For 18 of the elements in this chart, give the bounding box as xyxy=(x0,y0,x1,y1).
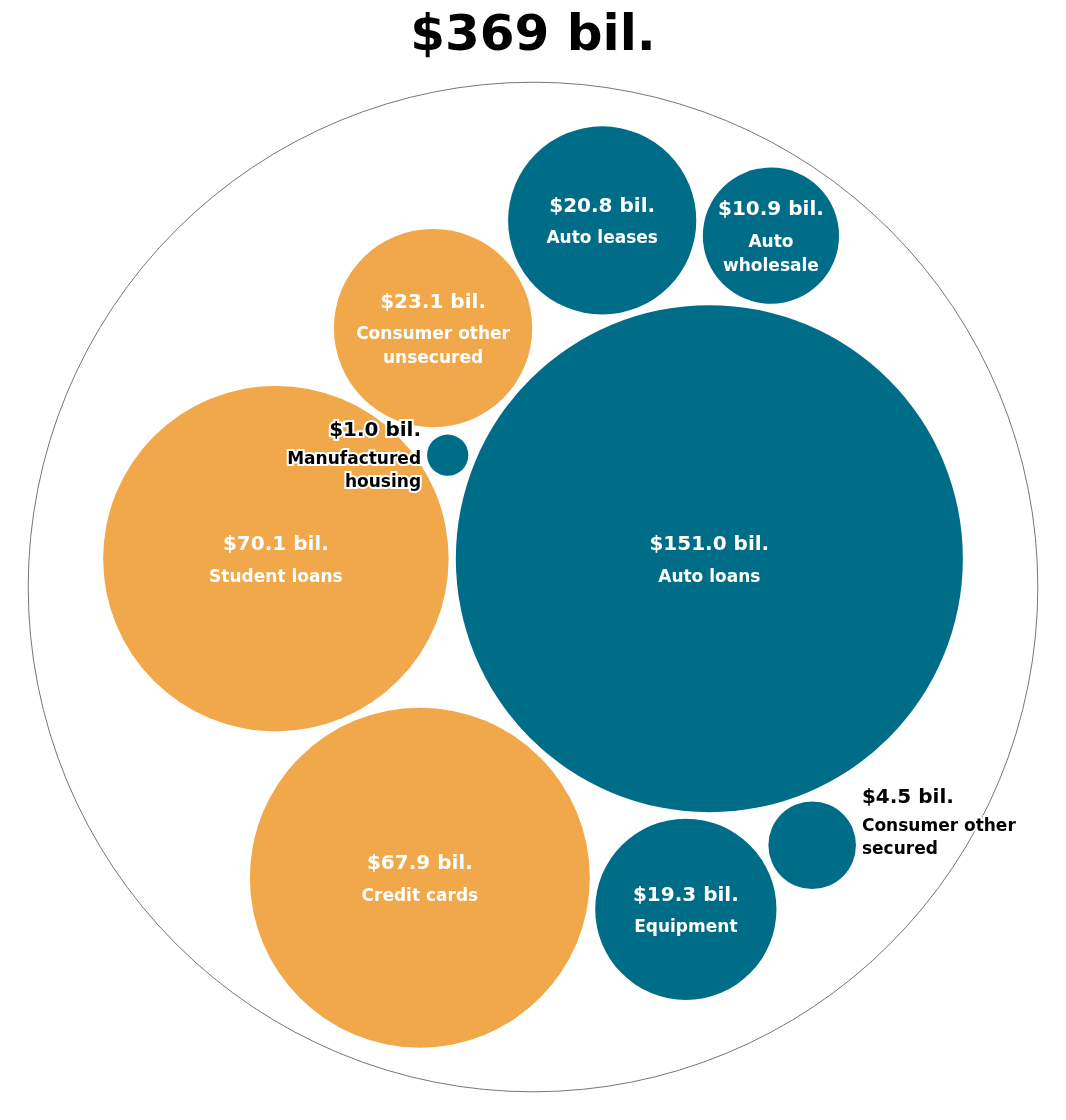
category-label: Auto leases xyxy=(546,227,658,248)
text: $369 bil. xyxy=(409,4,657,62)
category-label: Equipment xyxy=(634,916,738,937)
category-label: Credit cards xyxy=(361,884,479,905)
category-label: Manufactured housing xyxy=(287,447,422,491)
category-label: Auto wholesale xyxy=(723,230,819,275)
data-label: $19.3 bil. xyxy=(632,881,739,906)
category-label: Student loans xyxy=(209,565,343,586)
data-label: $10.9 bil. xyxy=(718,196,824,221)
category-label: Consumer other secured xyxy=(861,814,1017,858)
data-label: $67.9 bil. xyxy=(366,850,473,875)
category-label: Consumer other unsecured xyxy=(356,323,511,368)
data-label: $151.0 bil. xyxy=(649,531,770,556)
data-label: $4.5 bil. xyxy=(861,784,954,809)
data-label: $70.1 bil. xyxy=(222,531,329,556)
data-label: $23.1 bil. xyxy=(380,288,486,313)
data-label: $20.8 bil. xyxy=(549,192,656,217)
category-label: Auto loans xyxy=(658,565,761,586)
